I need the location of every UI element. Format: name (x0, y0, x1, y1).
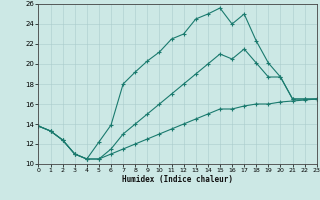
X-axis label: Humidex (Indice chaleur): Humidex (Indice chaleur) (122, 175, 233, 184)
